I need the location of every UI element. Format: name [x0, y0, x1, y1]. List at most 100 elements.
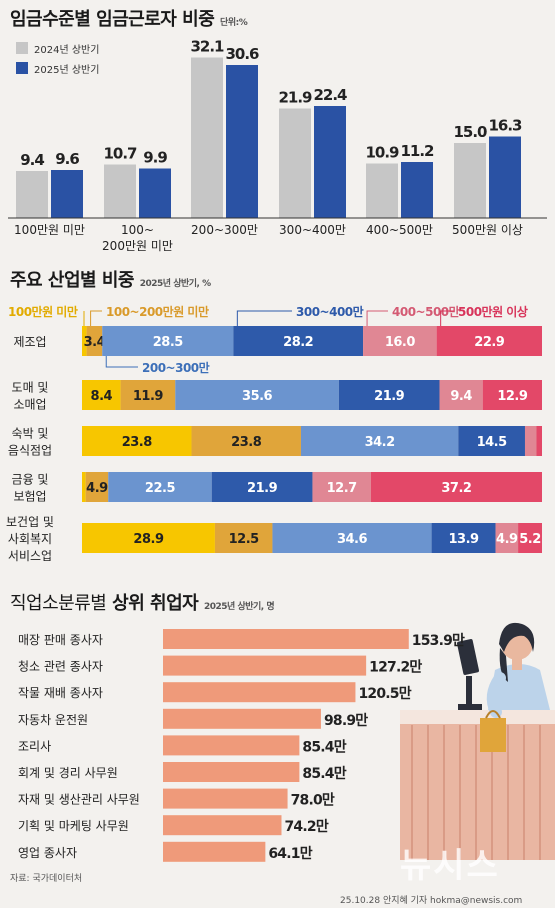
bar-value-label: 22.4 [313, 86, 347, 104]
bar-2024-0 [16, 171, 48, 218]
chart1-title-text: 임금수준별 임금근로자 비중 [10, 9, 215, 30]
stack-segment-1-5 [482, 380, 542, 410]
segment-value-label: 16.0 [385, 335, 416, 350]
segment-value-label: 5.2 [519, 532, 541, 547]
stack-segment-3-4 [312, 472, 371, 502]
callout-line [440, 310, 454, 326]
segment-value-label: 34.2 [365, 435, 395, 450]
industry-stacked-bar-chart: 3.4 28.5 28.2 16.0 22.9 제조업 8.4 11.9 35.6 21.9 9.4… [6, 304, 542, 563]
segment-value-label: 11.9 [133, 389, 164, 404]
bar-2025-1 [139, 168, 171, 218]
bar-2024-2 [191, 57, 223, 218]
stack-segment-2-1 [191, 426, 301, 456]
segment-value-label: 22.9 [474, 335, 505, 350]
legend-label-2025: 2025년 상반기 [34, 65, 100, 76]
credit-note: 25.10.28 안지혜 기자 hokma@newsis.com [340, 896, 523, 906]
occupation-bar-5 [163, 762, 300, 782]
segment-value-label: 37.2 [441, 481, 471, 496]
industry-label: 숙박 및 [12, 427, 49, 441]
chart1-title: 임금수준별 임금근로자 비중 단위:% [10, 5, 248, 31]
stack-segment-0-3 [233, 326, 364, 356]
segment-legend-label: 100~200만원 미만 [106, 304, 209, 319]
industry-label: 보험업 [13, 490, 46, 504]
stack-segment-1-4 [439, 380, 483, 410]
segment-value-label: 9.4 [450, 389, 472, 404]
shop-clerk-illustration [400, 622, 555, 860]
bar-2025-5 [489, 136, 521, 218]
occupation-label: 자동차 운전원 [18, 713, 88, 727]
chart2-unit: 2025년 상반기, % [139, 279, 211, 289]
chart1-unit: 단위:% [220, 18, 248, 28]
stack-segment-4-1 [214, 523, 273, 553]
segment-value-label: 23.8 [231, 435, 262, 450]
bar-2024-5 [454, 143, 486, 218]
segment-value-label: 12.5 [229, 532, 260, 547]
stack-segment-4-0 [82, 523, 215, 553]
stack-segment-3-3 [211, 472, 313, 502]
occupation-bar-0 [163, 629, 409, 649]
occupation-value-label: 153.9만 [412, 633, 465, 649]
industry-label: 서비스업 [8, 549, 52, 563]
segment-legend-label: 500만원 이상 [458, 304, 528, 319]
legend-swatch-2024 [16, 42, 28, 54]
stack-segment-3-1 [85, 472, 109, 502]
segment-value-label: 4.9 [496, 532, 518, 547]
stack-segment-3-5 [370, 472, 542, 502]
bar-value-label: 30.6 [225, 45, 259, 63]
segment-value-label: 23.8 [122, 435, 153, 450]
occupation-label: 기획 및 마케팅 사무원 [18, 819, 129, 833]
stack-segment-2-5 [536, 426, 542, 456]
chart3-unit: 2025년 상반기, 명 [204, 602, 275, 612]
segment-value-label: 21.9 [374, 389, 405, 404]
stack-segment-4-2 [272, 523, 432, 553]
occupation-label: 작물 재배 종사자 [18, 686, 103, 700]
segment-value-label: 22.5 [145, 481, 176, 496]
stack-segment-2-4 [524, 426, 537, 456]
bar-value-label: 15.0 [453, 123, 487, 141]
segment-value-label: 28.9 [133, 532, 164, 547]
callout-line [236, 310, 292, 326]
industry-label: 소매업 [13, 398, 46, 412]
stack-segment-0-5 [436, 326, 542, 356]
bar-2025-0 [51, 170, 83, 218]
bar-2025-4 [401, 162, 433, 218]
occupation-label: 청소 관련 종사자 [18, 660, 103, 674]
segment-value-label: 28.2 [283, 335, 313, 350]
segment-value-label: 13.9 [449, 532, 480, 547]
occupation-value-label: 98.9만 [324, 713, 368, 729]
stack-segment-0-0 [82, 326, 87, 356]
occupation-value-label: 78.0만 [291, 793, 335, 809]
segment-value-label: 34.6 [337, 532, 368, 547]
segment-value-label: 35.6 [242, 389, 273, 404]
chart3-title-light: 직업소분류별 [10, 593, 107, 614]
callout-line [105, 356, 138, 368]
occupation-bar-3 [163, 708, 321, 729]
segment-value-label: 3.4 [84, 335, 106, 350]
x-tick-label: 100~ [121, 223, 154, 237]
wage-level-bar-chart: 9.4 9.6 100만원 미만 10.7 9.9 100~ 200만원 미만 32.1 30.… [8, 38, 547, 253]
bar-value-label: 11.2 [400, 142, 434, 160]
occupation-value-label: 64.1만 [268, 846, 312, 862]
bar-value-label: 32.1 [190, 38, 224, 56]
bar-2024-1 [104, 164, 136, 218]
chart2-title: 주요 산업별 비중 2025년 상반기, % [10, 266, 211, 292]
stack-segment-2-3 [458, 426, 525, 456]
segment-value-label: 28.5 [153, 335, 184, 350]
industry-label: 도매 및 [12, 381, 49, 395]
occupation-bar-2 [163, 682, 356, 703]
occupation-value-label: 74.2만 [284, 819, 328, 835]
segment-legend-label: 100만원 미만 [8, 304, 78, 319]
chart2-title-text: 주요 산업별 비중 [10, 270, 134, 291]
occupation-value-label: 127.2만 [369, 660, 422, 676]
segment-legend-label: 200~300만 [142, 360, 210, 375]
stack-segment-0-4 [363, 326, 437, 356]
stack-segment-2-2 [300, 426, 459, 456]
segment-legend-label: 400~500만 [392, 304, 460, 319]
source-note: 자료: 국가데이터처 [10, 874, 83, 884]
x-tick-label: 100만원 미만 [14, 223, 85, 237]
callout-line [366, 310, 388, 326]
occupation-label: 영업 종사자 [18, 846, 77, 860]
segment-value-label: 12.7 [327, 481, 358, 496]
stack-segment-3-2 [108, 472, 212, 502]
